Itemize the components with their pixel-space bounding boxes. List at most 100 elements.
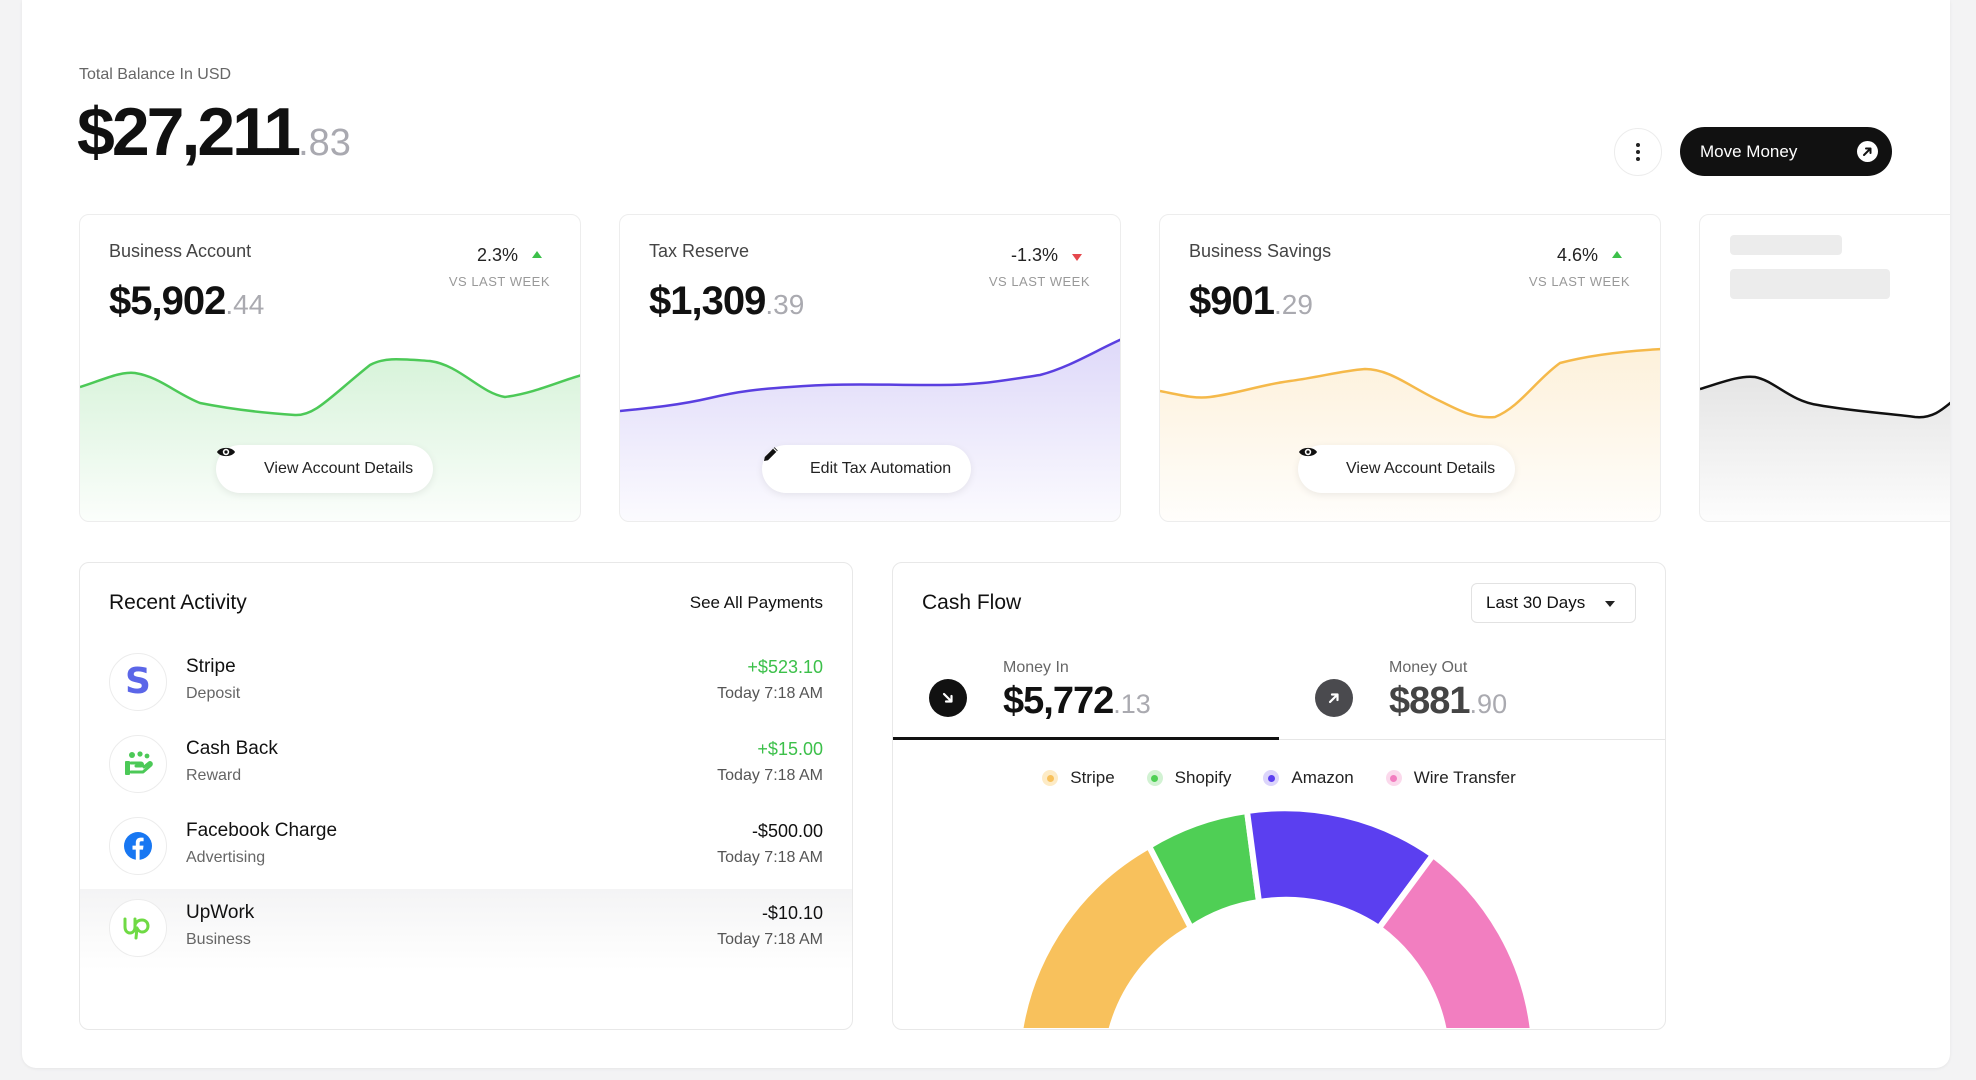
legend-item-wire-transfer: Wire Transfer bbox=[1385, 768, 1516, 788]
legend-dot bbox=[1385, 770, 1402, 786]
edit-tax-automation-button[interactable]: Edit Tax Automation bbox=[762, 445, 972, 493]
legend-dot bbox=[1042, 770, 1059, 786]
total-balance-amount: $27,211.83 bbox=[77, 98, 351, 166]
activity-subtitle: Advertising bbox=[186, 849, 266, 866]
date-range-label: Last 30 Days bbox=[1486, 593, 1586, 612]
account-title: Business Savings bbox=[1189, 241, 1332, 261]
legend-label: Wire Transfer bbox=[1413, 768, 1516, 787]
total-balance-label: Total Balance In USD bbox=[79, 66, 232, 83]
arrow-down-right-icon bbox=[929, 679, 967, 717]
tab-money-in[interactable]: Money In $5,772.13 bbox=[893, 643, 1279, 745]
cash-back-icon bbox=[109, 735, 167, 793]
tab-divider bbox=[893, 739, 1665, 740]
vs-last-week-label: VS LAST WEEK bbox=[1528, 274, 1630, 289]
tax-reserve-card[interactable]: Tax Reserve $1,309.39 -1.3% VS LAST WEEK… bbox=[619, 214, 1121, 522]
activity-time: Today 7:18 AM bbox=[717, 685, 823, 702]
business-savings-sparkline bbox=[1160, 347, 1660, 521]
legend-item-amazon: Amazon bbox=[1263, 768, 1354, 788]
tax-reserve-sparkline bbox=[620, 338, 1120, 521]
money-out-whole: $881 bbox=[1389, 680, 1471, 722]
skeleton-amount bbox=[1730, 269, 1890, 299]
arrow-up-right-icon bbox=[1857, 141, 1878, 162]
activity-row-upwork[interactable]: UpWork Business -$10.10 Today 7:18 AM bbox=[80, 889, 852, 971]
activity-name: Facebook Charge bbox=[186, 820, 338, 841]
chart-legend: Stripe Shopify Amazon Wire Transfer bbox=[893, 768, 1665, 788]
cash-flow-donut-chart bbox=[1017, 805, 1536, 1029]
facebook-logo-icon bbox=[109, 817, 167, 875]
trend-down-icon bbox=[1072, 254, 1082, 261]
active-tab-indicator bbox=[893, 737, 1279, 740]
view-account-details-button[interactable]: View Account Details bbox=[1298, 445, 1516, 493]
money-out-label: Money Out bbox=[1389, 659, 1468, 676]
activity-name: UpWork bbox=[186, 902, 255, 923]
money-in-label: Money In bbox=[1003, 659, 1069, 676]
legend-label: Shopify bbox=[1174, 768, 1232, 787]
legend-label: Amazon bbox=[1291, 768, 1354, 787]
upwork-logo-icon bbox=[109, 899, 167, 957]
activity-subtitle: Reward bbox=[186, 767, 242, 784]
trend-up-icon bbox=[532, 251, 542, 258]
see-all-payments-link[interactable]: See All Payments bbox=[689, 593, 823, 612]
legend-dot bbox=[1263, 770, 1280, 786]
recent-activity-title: Recent Activity bbox=[109, 591, 247, 614]
eye-icon bbox=[1299, 447, 1334, 480]
activity-row-cash-back[interactable]: Cash Back Reward +$15.00 Today 7:18 AM bbox=[80, 725, 852, 807]
money-out-cents: .90 bbox=[1469, 689, 1508, 719]
account-amount: $5,902.44 bbox=[109, 281, 264, 321]
money-in-whole: $5,772 bbox=[1003, 680, 1114, 722]
dashboard-page: Total Balance In USD $27,211.83 Move Mon… bbox=[22, 0, 1950, 1068]
account-amount-cents: .29 bbox=[1273, 289, 1313, 320]
more-options-button[interactable] bbox=[1614, 128, 1662, 176]
arrow-up-right-icon bbox=[1315, 679, 1353, 717]
activity-subtitle: Deposit bbox=[186, 685, 241, 702]
view-account-details-button[interactable]: View Account Details bbox=[216, 445, 434, 493]
account-amount-whole: $1,309 bbox=[649, 279, 766, 323]
activity-name: Cash Back bbox=[186, 738, 278, 759]
activity-time: Today 7:18 AM bbox=[717, 849, 823, 866]
activity-amount: -$500.00 bbox=[751, 821, 823, 841]
change-percent: 2.3% bbox=[476, 245, 518, 265]
business-account-card[interactable]: Business Account $5,902.44 2.3% VS LAST … bbox=[79, 214, 581, 522]
activity-row-facebook[interactable]: Facebook Charge Advertising -$500.00 Tod… bbox=[80, 807, 852, 889]
cash-flow-title: Cash Flow bbox=[922, 591, 1022, 614]
stripe-logo-icon: S bbox=[109, 653, 167, 711]
cash-flow-panel: Cash Flow Last 30 Days Money In $5,772.1… bbox=[892, 562, 1666, 1030]
account-amount-cents: .44 bbox=[225, 289, 265, 320]
change-percent: -1.3% bbox=[1010, 245, 1058, 265]
change-percent: 4.6% bbox=[1556, 245, 1598, 265]
pencil-icon bbox=[764, 447, 798, 480]
recent-activity-panel: Recent Activity See All Payments S Strip… bbox=[79, 562, 853, 1030]
skeleton-title bbox=[1730, 235, 1842, 255]
date-range-select[interactable]: Last 30 Days bbox=[1471, 583, 1636, 623]
activity-amount: +$523.10 bbox=[747, 657, 823, 677]
account-amount-whole: $5,902 bbox=[109, 279, 226, 323]
total-balance-whole: $27,211 bbox=[77, 94, 301, 170]
activity-time: Today 7:18 AM bbox=[717, 931, 823, 948]
action-label: View Account Details bbox=[1346, 460, 1496, 477]
account-amount-whole: $901 bbox=[1189, 279, 1275, 323]
activity-time: Today 7:18 AM bbox=[717, 767, 823, 784]
vs-last-week-label: VS LAST WEEK bbox=[448, 274, 550, 289]
loading-sparkline bbox=[1700, 375, 1950, 521]
activity-row-stripe[interactable]: S Stripe Deposit +$523.10 Today 7:18 AM bbox=[80, 643, 852, 725]
total-balance-cents: .83 bbox=[298, 122, 351, 164]
money-out-amount: $881.90 bbox=[1389, 680, 1508, 723]
business-savings-card[interactable]: Business Savings $901.29 4.6% VS LAST WE… bbox=[1159, 214, 1661, 522]
legend-item-shopify: Shopify bbox=[1146, 768, 1232, 788]
account-amount-cents: .39 bbox=[765, 289, 805, 320]
more-vertical-icon bbox=[1636, 142, 1640, 163]
caret-down-icon bbox=[1605, 601, 1615, 607]
account-title: Business Account bbox=[109, 241, 252, 261]
vs-last-week-label: VS LAST WEEK bbox=[988, 274, 1090, 289]
tab-money-out[interactable]: Money Out $881.90 bbox=[1279, 643, 1665, 745]
action-label: View Account Details bbox=[264, 460, 414, 477]
activity-amount: +$15.00 bbox=[757, 739, 823, 759]
loading-account-card bbox=[1699, 214, 1950, 522]
donut-segment-stripe bbox=[1017, 841, 1195, 1029]
account-amount: $901.29 bbox=[1189, 281, 1313, 321]
action-label: Edit Tax Automation bbox=[810, 460, 952, 477]
account-title: Tax Reserve bbox=[649, 241, 750, 261]
donut-segment-wire-transfer bbox=[1374, 850, 1536, 1029]
move-money-button[interactable]: Move Money bbox=[1680, 127, 1892, 176]
trend-up-icon bbox=[1612, 251, 1622, 258]
